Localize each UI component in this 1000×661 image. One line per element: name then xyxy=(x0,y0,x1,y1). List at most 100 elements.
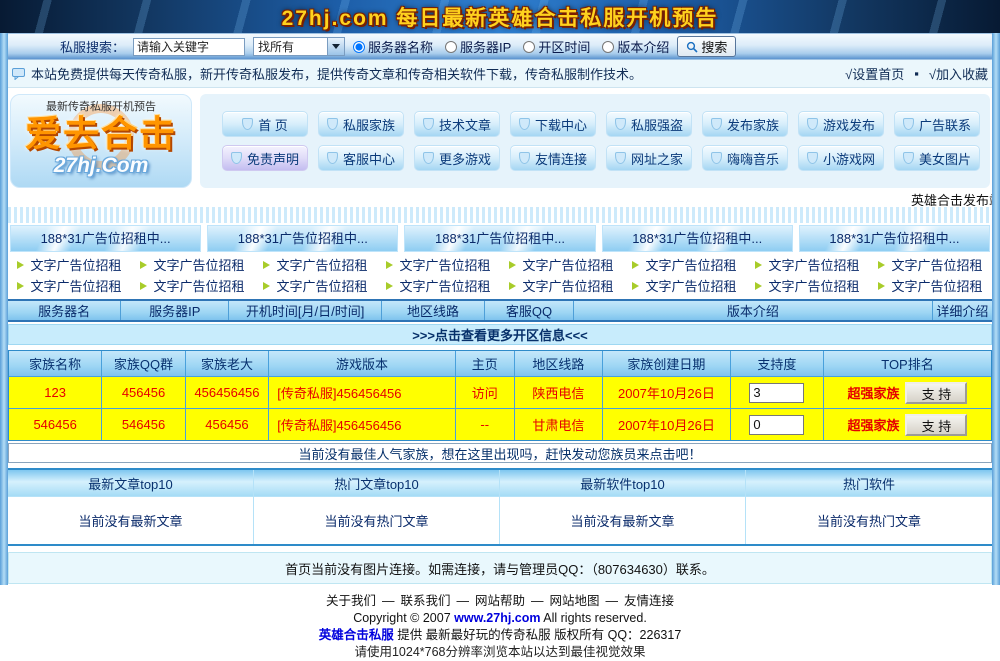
text-ad[interactable]: 文字广告位招租 xyxy=(500,276,623,295)
section-hot-software: 热门软件 当前没有热门文章 xyxy=(746,470,992,544)
col-server-name: 服务器名 xyxy=(8,301,122,320)
text-ad[interactable]: 文字广告位招租 xyxy=(131,255,254,274)
arrow-bullet-icon xyxy=(140,281,148,290)
arrow-bullet-icon xyxy=(17,260,25,269)
family-leader: 456456456 xyxy=(186,377,270,408)
nav-disclaimer[interactable]: 免责声明 xyxy=(222,145,308,171)
image-link-notice: 首页当前没有图片连接。如需连接，请与管理员QQ：（807634630）联系。 xyxy=(8,552,992,584)
footer-site-link[interactable]: www.27hj.com xyxy=(454,611,541,625)
nav-url-home[interactable]: 网址之家 xyxy=(606,145,692,171)
search-scope-select[interactable]: 找所有 xyxy=(253,37,346,56)
search-input[interactable] xyxy=(133,37,246,56)
text-ad[interactable]: 文字广告位招租 xyxy=(746,276,869,295)
radio-server-name[interactable] xyxy=(353,40,366,53)
nav-sf-qiangdao[interactable]: 私服强盗 xyxy=(606,111,692,137)
nav-home[interactable]: 首 页 xyxy=(222,111,308,137)
nav-more-games[interactable]: 更多游戏 xyxy=(414,145,500,171)
stripe-divider xyxy=(8,207,992,223)
radio-server-name-label: 服务器名称 xyxy=(368,40,434,55)
text-ad[interactable]: 文字广告位招租 xyxy=(377,276,500,295)
text-ad-label: 文字广告位招租 xyxy=(522,279,614,294)
nav-publish-family[interactable]: 发布家族 xyxy=(702,111,788,137)
support-button[interactable]: 支 持 xyxy=(905,381,968,404)
add-favorite-link[interactable]: √加入收藏 xyxy=(928,67,988,82)
radio-open-time[interactable] xyxy=(523,40,536,53)
family-qq-group: 456456 xyxy=(102,377,186,408)
family-homepage-link[interactable]: 访问 xyxy=(456,377,515,408)
ad-banner[interactable]: 188*31广告位招租中... xyxy=(404,225,596,252)
footer-brand-link[interactable]: 英雄合击私服 xyxy=(318,628,394,642)
radio-server-ip-label: 服务器IP xyxy=(460,40,512,55)
footer-link-contact[interactable]: 联系我们 xyxy=(400,594,451,608)
set-homepage-link[interactable]: √设置首页 xyxy=(845,67,905,82)
site-banner: 27hj.com 每日最新英雄合击私服开机预告 xyxy=(0,0,1000,33)
text-ad[interactable]: 文字广告位招租 xyxy=(8,276,131,295)
nav-articles[interactable]: 技术文章 xyxy=(414,111,500,137)
copyright-prefix: Copyright © 2007 xyxy=(353,611,455,625)
text-ad[interactable]: 文字广告位招租 xyxy=(623,276,746,295)
support-count-input[interactable] xyxy=(749,414,805,435)
text-ad[interactable]: 文字广告位招租 xyxy=(131,276,254,295)
support-button[interactable]: 支 持 xyxy=(905,413,968,436)
text-ad[interactable]: 文字广告位招租 xyxy=(746,255,869,274)
footer-link-sitemap[interactable]: 网站地图 xyxy=(549,594,600,608)
site-title: 27hj.com 每日最新英雄合击私服开机预告 xyxy=(281,6,719,30)
shield-icon xyxy=(902,118,914,130)
shield-icon xyxy=(326,152,338,164)
arrow-bullet-icon xyxy=(263,260,271,269)
nav-music[interactable]: 嗨嗨音乐 xyxy=(702,145,788,171)
nav-game-publish[interactable]: 游戏发布 xyxy=(798,111,884,137)
nav-downloads[interactable]: 下载中心 xyxy=(510,111,596,137)
footer-link-friends[interactable]: 友情连接 xyxy=(624,594,675,608)
footer-brand-line: 英雄合击私服 提供 最新最好玩的传奇私服 版权所有 QQ：226317 xyxy=(8,627,992,644)
arrow-bullet-icon xyxy=(878,260,886,269)
page-border-right xyxy=(992,33,1000,585)
support-count-input[interactable] xyxy=(749,382,805,403)
nav-ad-contact[interactable]: 广告联系 xyxy=(894,111,980,137)
text-ad[interactable]: 文字广告位招租 xyxy=(254,276,377,295)
search-button[interactable]: 搜索 xyxy=(677,36,737,57)
text-ad[interactable]: 文字广告位招租 xyxy=(8,255,131,274)
ad-banner[interactable]: 188*31广告位招租中... xyxy=(10,225,202,252)
nav-family[interactable]: 私服家族 xyxy=(318,111,404,137)
footer-link-about[interactable]: 关于我们 xyxy=(325,594,376,608)
text-ad[interactable]: 文字广告位招租 xyxy=(869,255,992,274)
notice-bar: 本站免费提供每天传奇私服，新开传奇私服发布，提供传奇文章和传奇相关软件下载，传奇… xyxy=(0,60,1000,88)
arrow-bullet-icon xyxy=(386,260,394,269)
text-ad-label: 文字广告位招租 xyxy=(276,279,368,294)
shield-icon xyxy=(806,152,818,164)
nav-label: 美女图片 xyxy=(918,151,971,167)
section-empty-text: 当前没有最新文章 xyxy=(8,496,253,544)
nav-label: 免责声明 xyxy=(246,151,299,167)
ad-banner[interactable]: 188*31广告位招租中... xyxy=(207,225,399,252)
main-nav: 首 页 私服家族 技术文章 下载中心 私服强盗 发布家族 游戏发布 广告联系 免… xyxy=(200,94,990,188)
nav-label: 广告联系 xyxy=(918,117,971,133)
shield-icon xyxy=(614,152,626,164)
site-logo[interactable]: 最新传奇私服开机预告 爱去合击 27hj.Com xyxy=(10,94,192,188)
shield-icon xyxy=(518,118,530,130)
ad-banner[interactable]: 188*31广告位招租中... xyxy=(798,225,991,252)
nav-mini-games[interactable]: 小游戏网 xyxy=(798,145,884,171)
nav-support-center[interactable]: 客服中心 xyxy=(318,145,404,171)
server-table-header: 服务器名 服务器IP 开机时间[月/日/时间] 地区线路 客服QQ 版本介绍 详… xyxy=(8,299,992,322)
footer-link-help[interactable]: 网站帮助 xyxy=(474,594,525,608)
nav-beauty-pics[interactable]: 美女图片 xyxy=(894,145,980,171)
copyright-suffix: All rights reserved. xyxy=(540,611,647,625)
text-ad[interactable]: 文字广告位招租 xyxy=(254,255,377,274)
site-description: 本站免费提供每天传奇私服，新开传奇私服发布，提供传奇文章和传奇相关软件下载，传奇… xyxy=(31,67,643,82)
text-ad-label: 文字广告位招租 xyxy=(891,258,983,273)
radio-server-ip[interactable] xyxy=(445,40,458,53)
text-ad[interactable]: 文字广告位招租 xyxy=(377,255,500,274)
shield-icon xyxy=(614,118,626,130)
text-ad[interactable]: 文字广告位招租 xyxy=(869,276,992,295)
chevron-down-icon[interactable] xyxy=(327,38,345,55)
ad-banner[interactable]: 188*31广告位招租中... xyxy=(601,225,793,252)
text-ad[interactable]: 文字广告位招租 xyxy=(623,255,746,274)
col-created-date: 家族创建日期 xyxy=(603,351,731,376)
col-version-intro: 版本介绍 xyxy=(574,301,933,320)
more-open-info-link[interactable]: >>>点击查看更多开区信息<<< xyxy=(8,324,992,345)
nav-friend-links[interactable]: 友情连接 xyxy=(510,145,596,171)
text-ad[interactable]: 文字广告位招租 xyxy=(500,255,623,274)
radio-version[interactable] xyxy=(602,40,615,53)
shield-icon xyxy=(242,118,254,130)
